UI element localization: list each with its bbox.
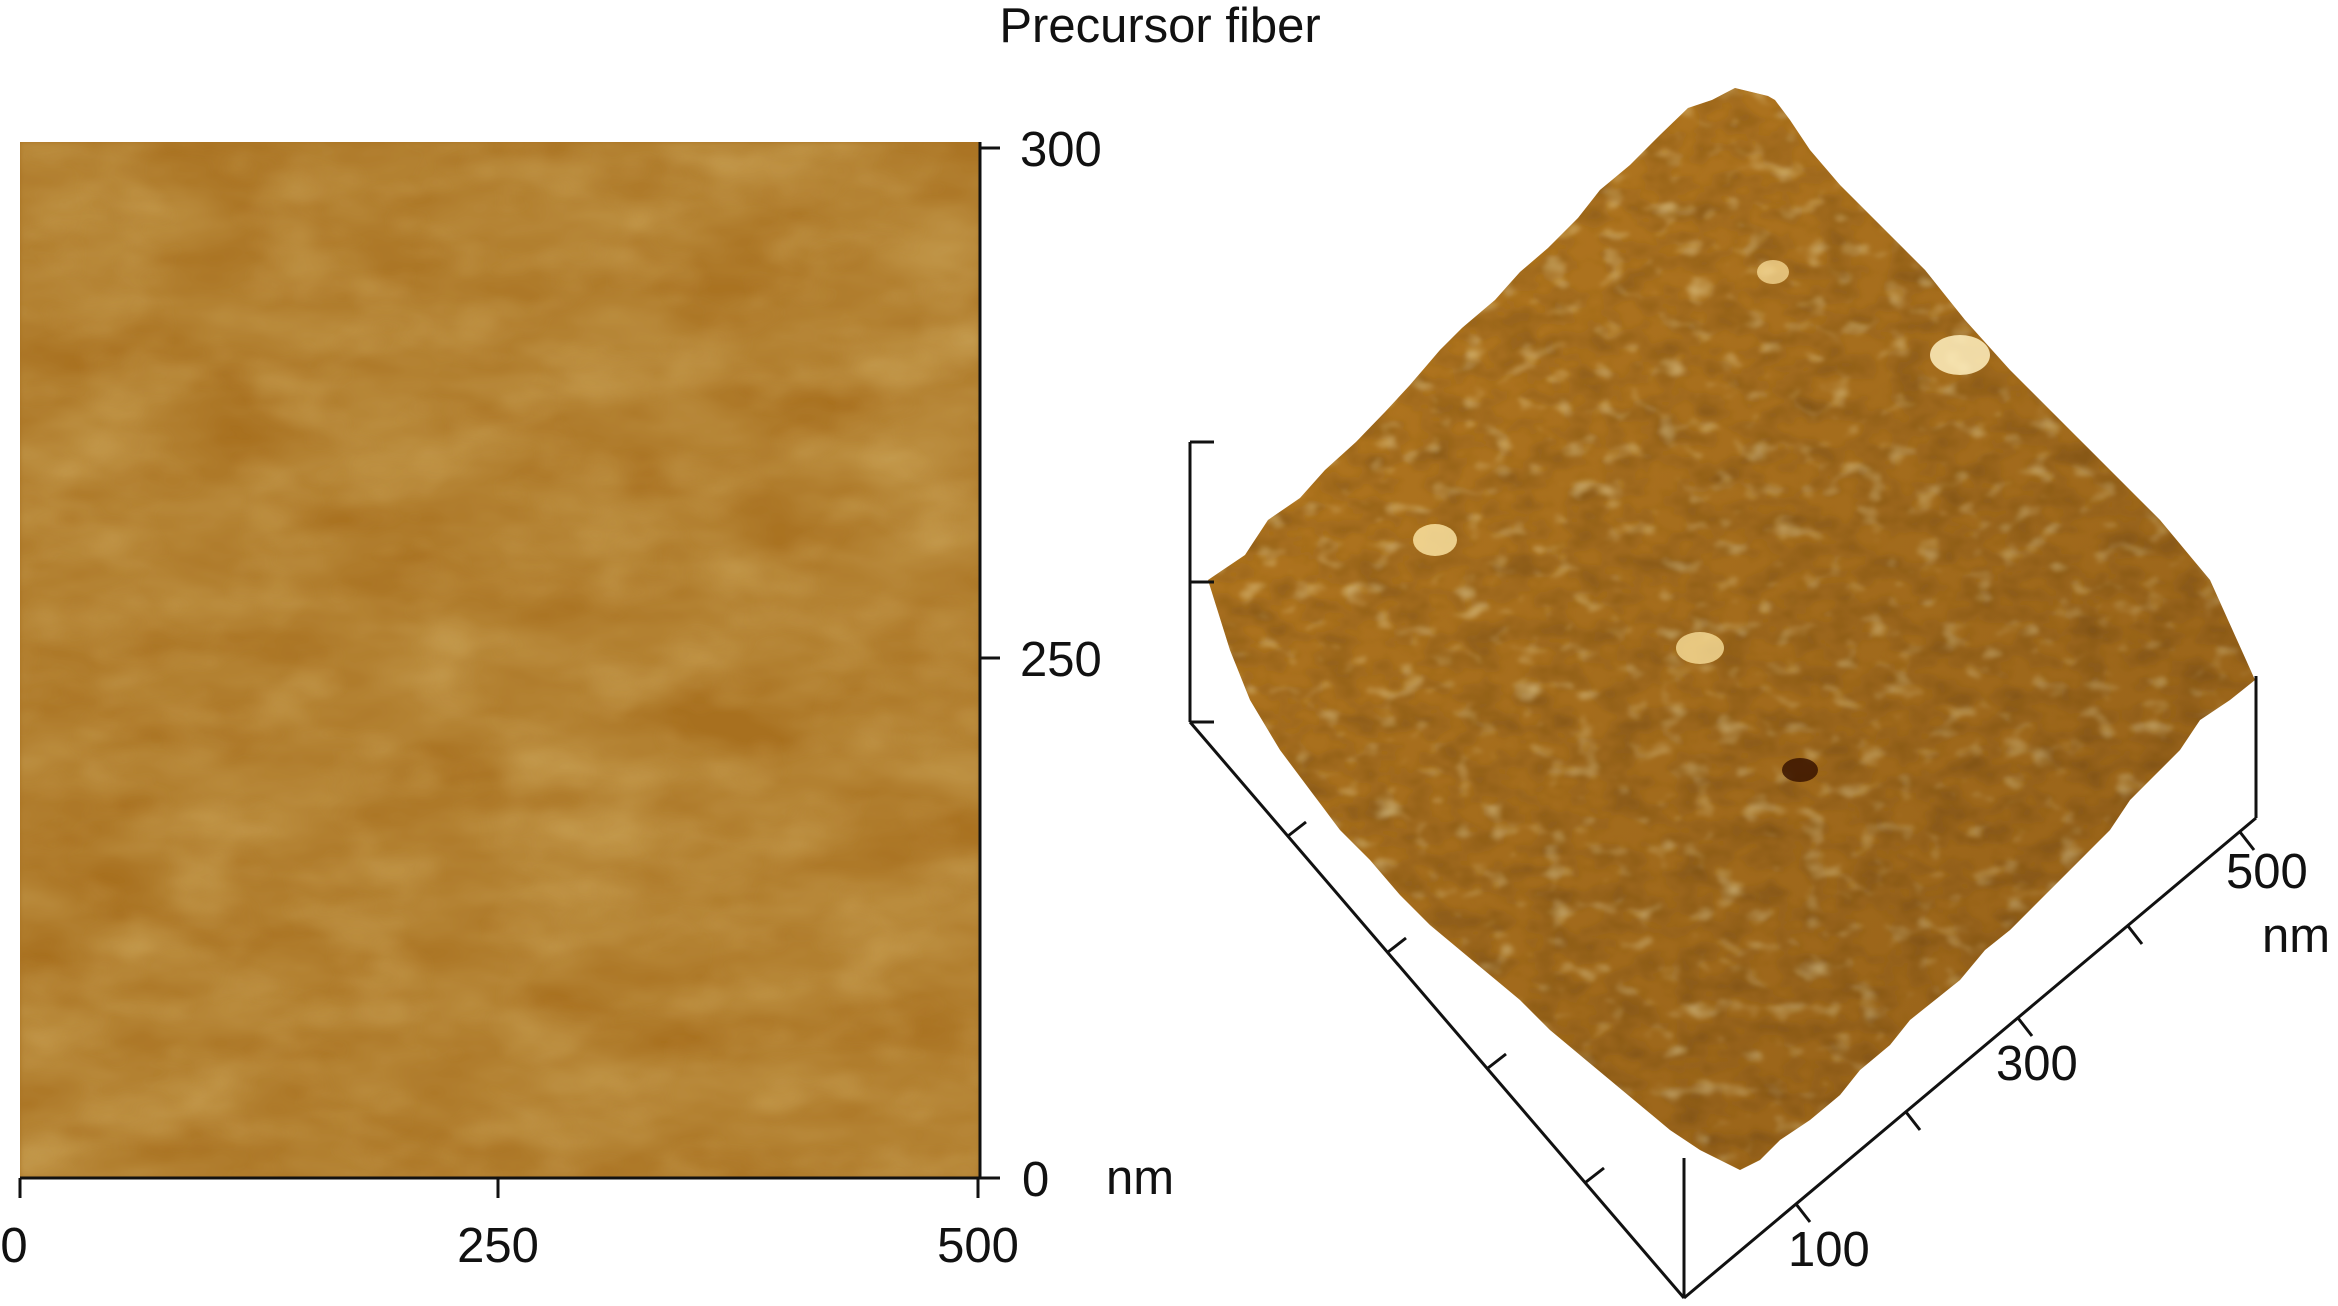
flat-map-axes <box>18 142 1000 1198</box>
surface-3d <box>1208 88 2255 1170</box>
x-tick-500: 500 <box>937 1219 1019 1273</box>
x-tick-0: 0 <box>0 1219 27 1273</box>
flat-height-map <box>20 142 980 1178</box>
surface-unit: nm <box>2262 909 2330 963</box>
flat-map-unit: nm <box>1106 1151 1174 1205</box>
x-tick-250: 250 <box>457 1219 539 1273</box>
surface-tick-100: 100 <box>1788 1223 1870 1277</box>
surface-tick-500: 500 <box>2226 845 2308 899</box>
figure-title: Precursor fiber <box>999 0 1320 53</box>
y-tick-300: 300 <box>1020 123 1102 177</box>
y-tick-250: 250 <box>1020 633 1102 687</box>
y-tick-0: 0 <box>1022 1153 1049 1207</box>
surface-axes <box>1188 440 2258 1300</box>
surface-tick-300: 300 <box>1996 1037 2078 1091</box>
